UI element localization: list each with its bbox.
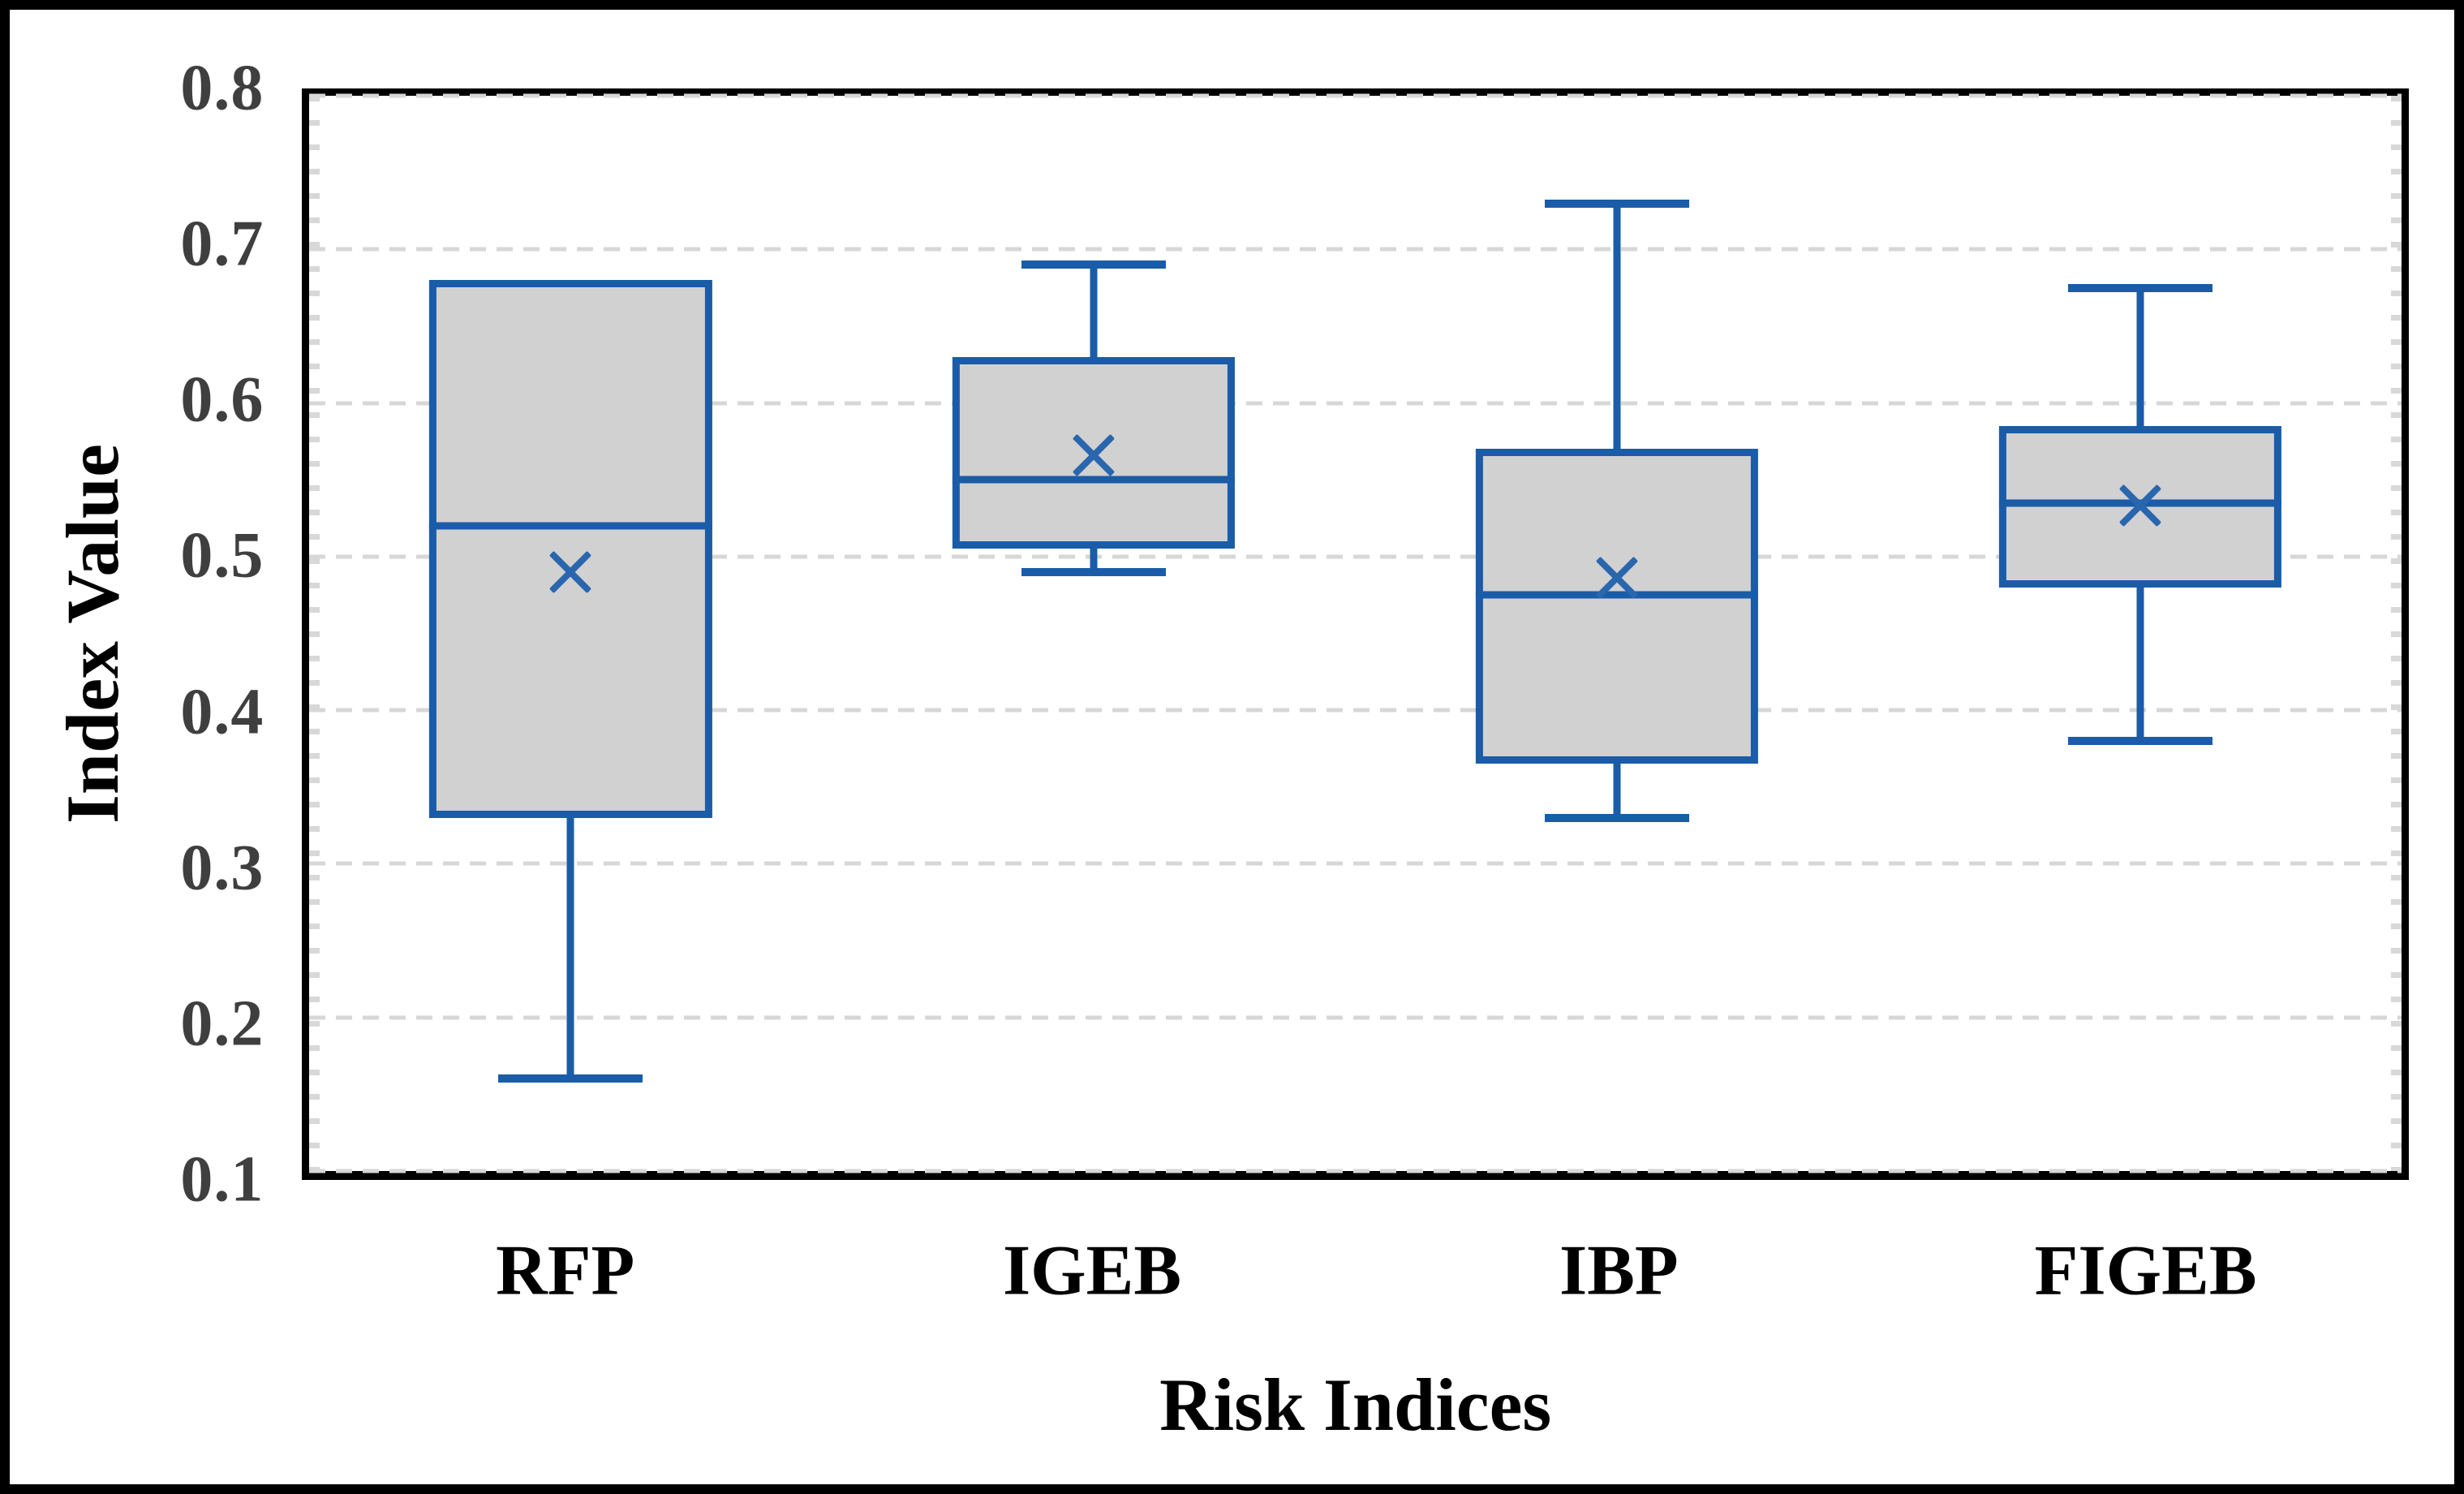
mean-marker-IGEB [1070, 432, 1117, 479]
whisker-lower-stem-FIGEB [2136, 587, 2144, 741]
y-tick-label-0.4: 0.4 [180, 676, 264, 748]
median-line-IGEB [952, 476, 1236, 484]
x-tick-label-IGEB: IGEB [1002, 1231, 1182, 1311]
x-tick-label-IBP: IBP [1559, 1231, 1679, 1311]
minor-tick-strip-right [2391, 96, 2402, 1171]
whisker-upper-stem-IGEB [1090, 265, 1098, 357]
y-tick-label-0.8: 0.8 [180, 52, 264, 124]
mean-marker-IBP [1593, 554, 1641, 601]
gridline-0.8 [309, 93, 2402, 98]
y-tick-label-0.2: 0.2 [180, 988, 264, 1060]
gridline-0.6 [309, 401, 2402, 406]
whisker-upper-stem-IBP [1613, 203, 1621, 450]
gridline-0.7 [309, 247, 2402, 252]
whisker-lower-stem-IGEB [1090, 549, 1098, 572]
y-tick-label-0.6: 0.6 [180, 364, 264, 436]
median-line-RFP [429, 522, 712, 530]
whisker-lower-cap-IGEB [1021, 567, 1167, 576]
mean-marker-FIGEB [2117, 482, 2164, 529]
mean-marker-RFP [547, 549, 594, 596]
whisker-upper-cap-FIGEB [2067, 283, 2212, 292]
whisker-lower-stem-RFP [566, 817, 574, 1079]
gridline-0.2 [309, 1015, 2402, 1020]
gridline-0.3 [309, 861, 2402, 866]
y-tick-label-0.3: 0.3 [180, 832, 264, 904]
whisker-upper-stem-FIGEB [2136, 287, 2144, 427]
y-tick-label-0.5: 0.5 [180, 519, 264, 592]
plot-area [302, 88, 2410, 1180]
y-tick-label-0.1: 0.1 [180, 1143, 264, 1216]
x-axis-title: Risk Indices [1159, 1363, 1552, 1446]
minor-tick-strip-left [309, 96, 320, 1171]
y-axis-title: Index Value [51, 443, 135, 824]
gridline-0.4 [309, 708, 2402, 713]
box-IGEB [952, 356, 1236, 549]
whisker-lower-cap-FIGEB [2067, 736, 2212, 745]
x-axis-tick-labels: RFP IGEB IBP FIGEB [302, 1204, 2409, 1337]
median-line-IBP [1475, 591, 1759, 599]
whisker-upper-cap-IGEB [1021, 260, 1167, 269]
box-IBP [1475, 449, 1759, 764]
box-RFP [429, 280, 712, 818]
y-axis-tick-labels: 0.8 0.7 0.6 0.5 0.4 0.3 0.2 0.1 [10, 53, 264, 1216]
y-tick-label-0.7: 0.7 [180, 208, 264, 280]
gridline-0.1 [309, 1169, 2402, 1173]
whisker-lower-cap-IBP [1545, 813, 1690, 822]
whisker-upper-cap-IBP [1545, 199, 1690, 208]
x-tick-label-FIGEB: FIGEB [2034, 1231, 2257, 1311]
whisker-lower-stem-IBP [1613, 764, 1621, 818]
gridline-0.5 [309, 554, 2402, 559]
whisker-lower-cap-RFP [498, 1074, 643, 1083]
x-tick-label-RFP: RFP [496, 1231, 635, 1311]
